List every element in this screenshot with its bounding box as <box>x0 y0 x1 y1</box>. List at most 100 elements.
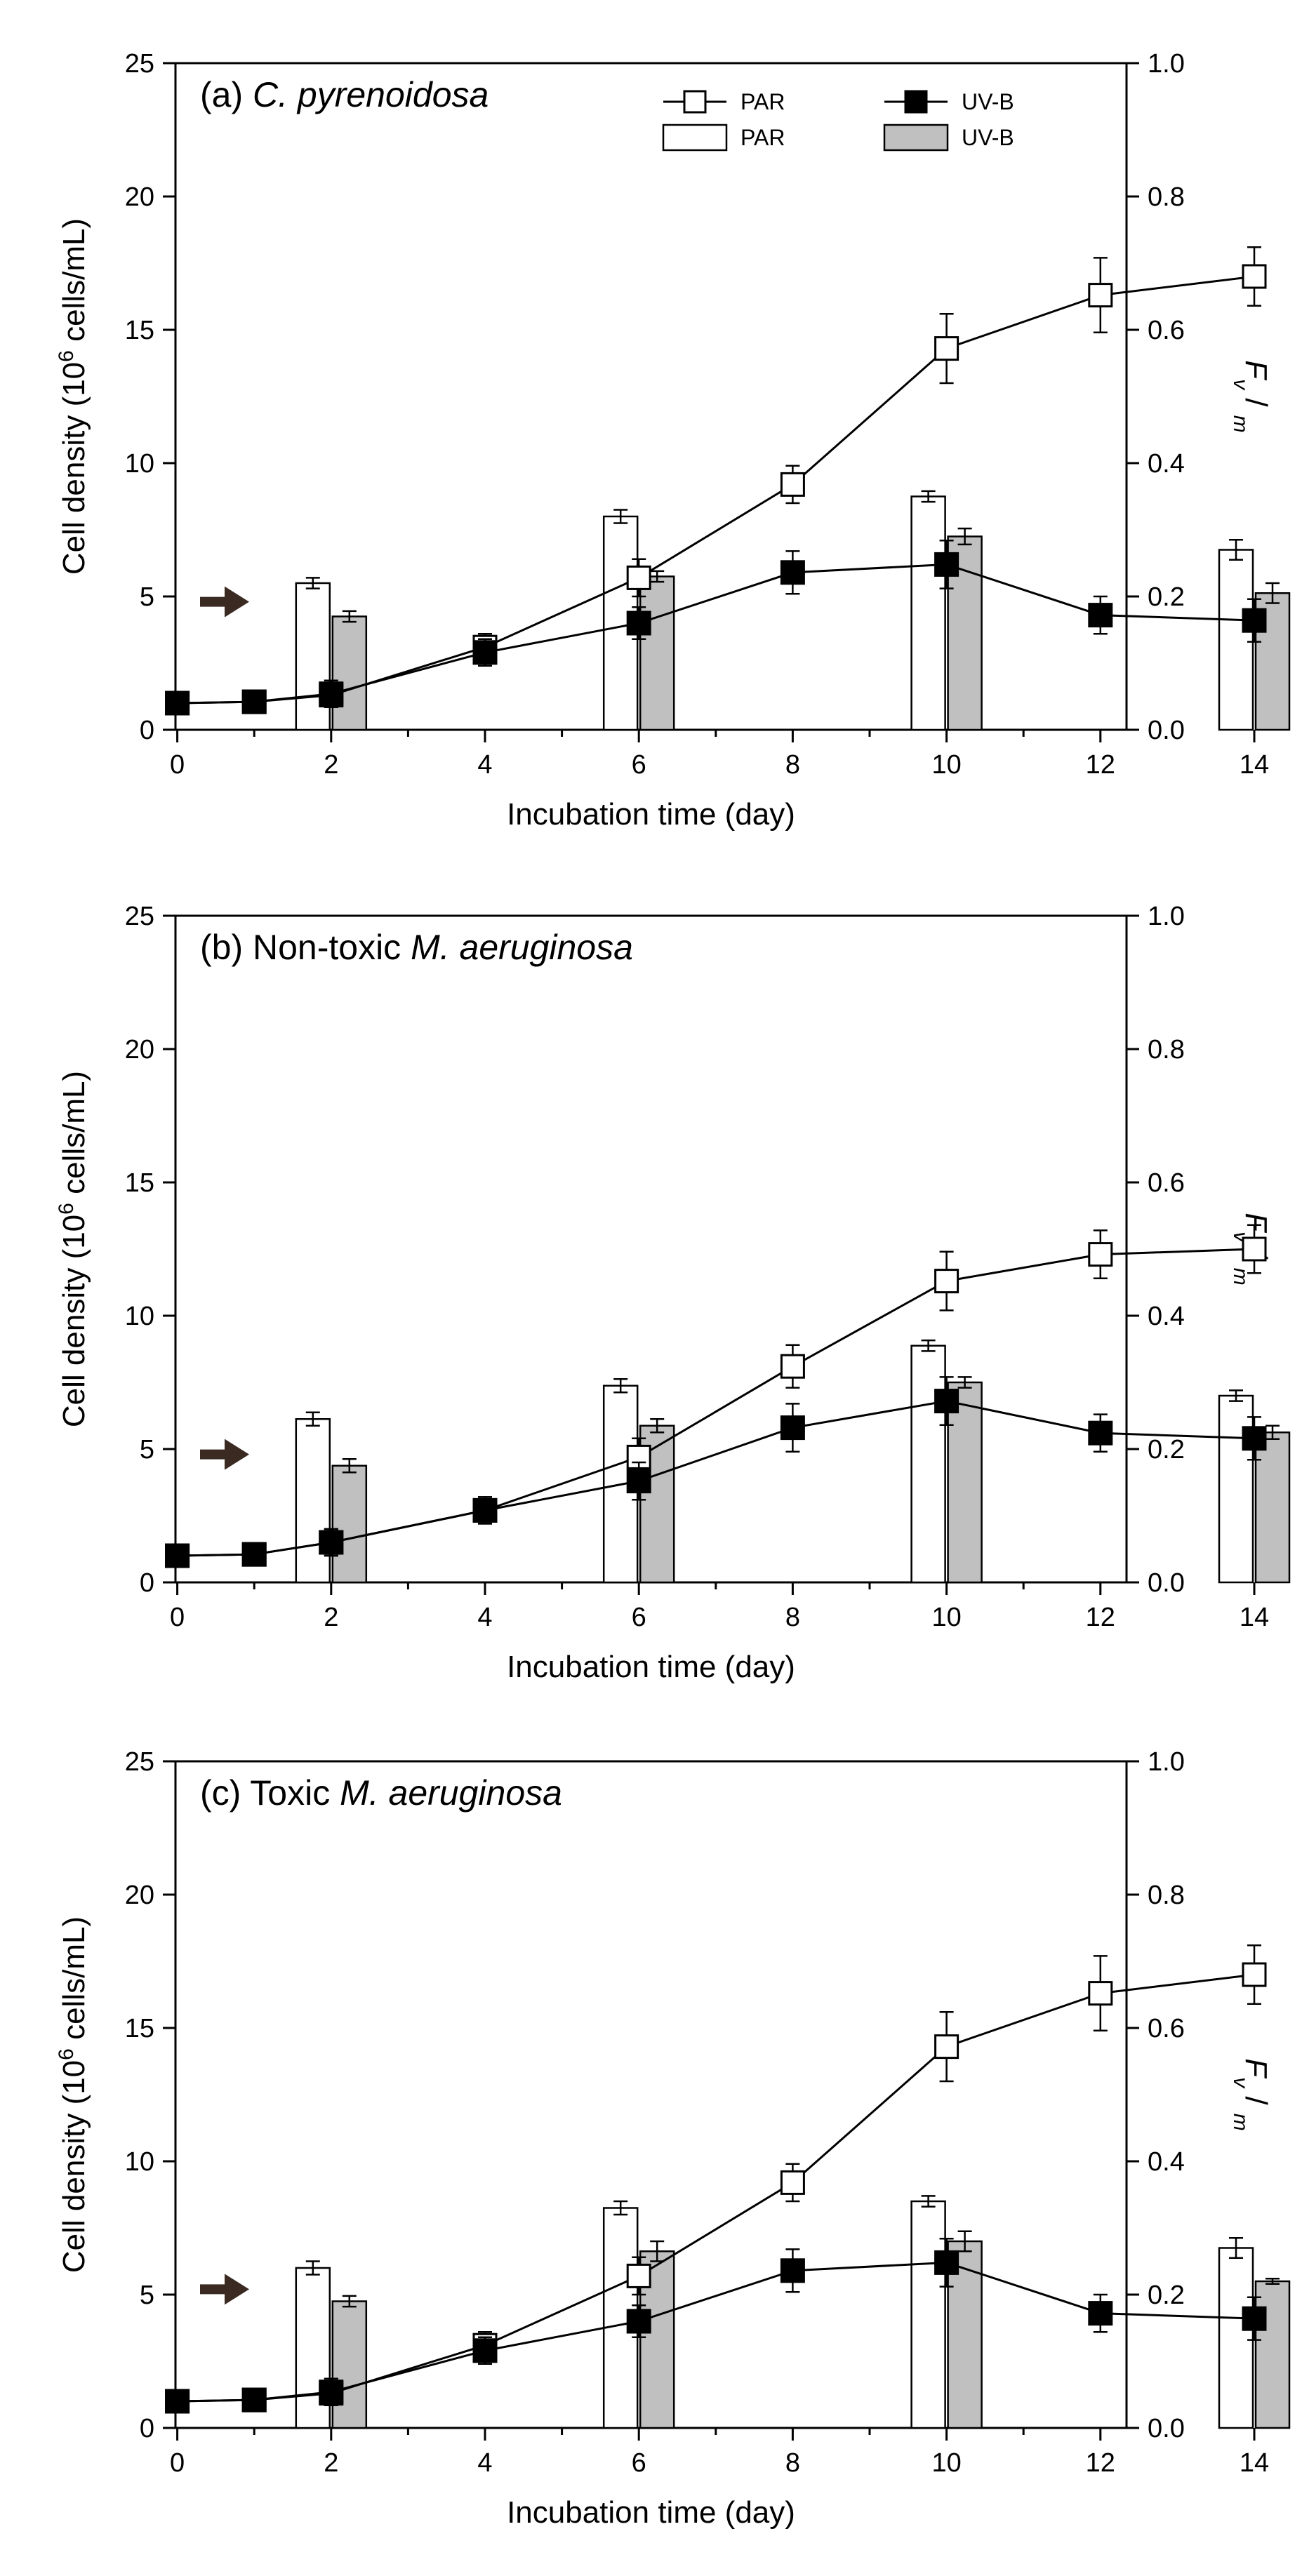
x-axis-title: Incubation time (day) <box>507 797 795 832</box>
y-left-title-part: Cell density (10 <box>57 1215 91 1427</box>
y-right-tick-label: 1.0 <box>1148 902 1185 931</box>
y-right-tick-label: 1.0 <box>1148 49 1185 79</box>
y-left-tick-label: 10 <box>125 2147 154 2177</box>
point-uvb <box>472 2338 498 2363</box>
legend-bar-par-label: PAR <box>740 125 785 150</box>
y-right-tick-label: 0.2 <box>1148 1435 1185 1464</box>
panel-title-prefix: (a) <box>200 75 253 114</box>
arrow-marker-icon <box>200 2274 249 2305</box>
point-par <box>1088 1242 1113 1267</box>
point-uvb <box>319 1530 344 1555</box>
y-left-tick-label: 10 <box>125 1302 154 1331</box>
point-par <box>1242 1236 1267 1262</box>
y-left-title-sup: 6 <box>55 350 78 362</box>
y-right-title-slash: / <box>1239 2088 1273 2114</box>
panel-title-prefix: (c) Toxic <box>200 1773 340 1813</box>
x-tick-label: 0 <box>170 1603 185 1632</box>
y-left-tick-label: 15 <box>125 316 154 345</box>
x-tick-label: 10 <box>931 2448 961 2478</box>
y-right-tick-label: 0.2 <box>1148 582 1185 612</box>
y-left-tick-label: 20 <box>125 182 154 212</box>
point-uvb <box>1088 1420 1113 1446</box>
legend-bar-par-symbol <box>662 124 728 152</box>
y-left-title-part: Cell density (10 <box>57 2060 91 2273</box>
point-uvb <box>626 1469 651 1494</box>
point-uvb <box>165 2389 190 2414</box>
y-right-tick-label: 0.0 <box>1148 1568 1185 1598</box>
bar-par <box>295 1418 331 1584</box>
x-tick-label: 4 <box>477 750 492 780</box>
y-right-title-v: v <box>1230 2077 1253 2089</box>
legend-marker-uvb <box>904 90 928 114</box>
x-tick-label: 10 <box>931 750 961 780</box>
point-uvb <box>1088 2301 1113 2326</box>
point-uvb <box>934 1389 959 1414</box>
y-left-axis-title: Cell density (106 cells/mL) <box>55 1071 92 1427</box>
point-uvb <box>1242 1426 1267 1451</box>
point-uvb <box>626 610 651 636</box>
point-uvb <box>780 2258 805 2283</box>
y-left-tick-label: 0 <box>140 716 154 745</box>
x-tick-label: 2 <box>324 2448 338 2478</box>
chart-panel-2: 0 2 4 6 8 10 12 14 0 5 10 15 20 25 0.0 0.2 0.4 0.6 0.8 1.0 I… <box>55 1747 1291 2530</box>
y-right-axis-title: Fv / m <box>1230 2058 1274 2131</box>
y-right-tick-label: 0.0 <box>1148 716 1185 745</box>
x-tick-label: 10 <box>931 1603 961 1632</box>
point-uvb <box>165 690 190 716</box>
x-axis-title: Incubation time (day) <box>507 2495 795 2530</box>
bar-uvb <box>331 615 368 731</box>
x-tick-label: 8 <box>785 750 800 780</box>
panel-title: (a) C. pyrenoidosa <box>200 75 489 114</box>
y-left-tick-label: 25 <box>125 49 154 79</box>
point-par <box>934 1269 959 1294</box>
y-right-tick-label: 0.4 <box>1148 1302 1185 1331</box>
y-right-tick-label: 0.8 <box>1148 182 1185 212</box>
y-left-title-end: cells/mL) <box>57 218 91 350</box>
point-uvb <box>241 1542 267 1567</box>
y-right-title-m: m <box>1230 2114 1253 2131</box>
point-uvb <box>241 689 267 714</box>
x-tick-label: 14 <box>1240 1603 1269 1632</box>
bar-par <box>910 1344 946 1584</box>
bar-uvb <box>639 575 675 731</box>
y-right-tick-label: 0.4 <box>1148 449 1185 479</box>
point-uvb <box>934 552 959 577</box>
point-par <box>780 2170 805 2195</box>
bar-uvb <box>331 2300 368 2429</box>
y-right-axis-title: Fv / m <box>1230 360 1274 433</box>
y-left-tick-label: 0 <box>140 1568 154 1598</box>
point-uvb <box>780 560 805 585</box>
y-right-tick-label: 0.8 <box>1148 1881 1185 1910</box>
panel-title: (c) Toxic M. aeruginosa <box>200 1773 562 1813</box>
chart-panel-0: 0 2 4 6 8 10 12 14 0 5 10 15 20 25 0.0 0.2 0.4 0.6 0.8 1.0 I… <box>55 49 1291 832</box>
legend-bar-uvb-symbol <box>883 124 949 152</box>
y-left-tick-label: 20 <box>125 1881 154 1910</box>
legend-bar-uvb-label: UV-B <box>962 125 1014 150</box>
y-left-title-sup: 6 <box>55 1203 78 1215</box>
y-left-tick-label: 15 <box>125 1168 154 1198</box>
bar-uvb <box>1254 2280 1291 2429</box>
y-left-title-part: Cell density (10 <box>57 362 91 575</box>
point-uvb <box>319 2380 344 2405</box>
point-par <box>1088 1981 1113 2006</box>
bar-par <box>1218 549 1254 731</box>
y-right-title-slash: / <box>1239 389 1273 415</box>
x-tick-label: 8 <box>785 2448 800 2478</box>
bar-par <box>910 2200 946 2429</box>
point-uvb <box>241 2387 267 2413</box>
x-tick-label: 12 <box>1086 1603 1115 1632</box>
point-uvb <box>1242 2306 1267 2331</box>
bar-par <box>910 495 946 731</box>
point-par <box>626 2263 651 2288</box>
point-par <box>780 472 805 497</box>
x-tick-label: 0 <box>170 750 185 780</box>
y-left-tick-label: 20 <box>125 1035 154 1065</box>
y-left-title-sup: 6 <box>55 2048 78 2060</box>
x-tick-label: 0 <box>170 2448 185 2478</box>
x-tick-label: 14 <box>1240 2448 1269 2478</box>
point-uvb <box>165 1543 190 1568</box>
x-tick-label: 12 <box>1086 750 1115 780</box>
point-uvb <box>626 2309 651 2334</box>
y-right-title-v: v <box>1230 379 1253 391</box>
point-par <box>1088 283 1113 308</box>
